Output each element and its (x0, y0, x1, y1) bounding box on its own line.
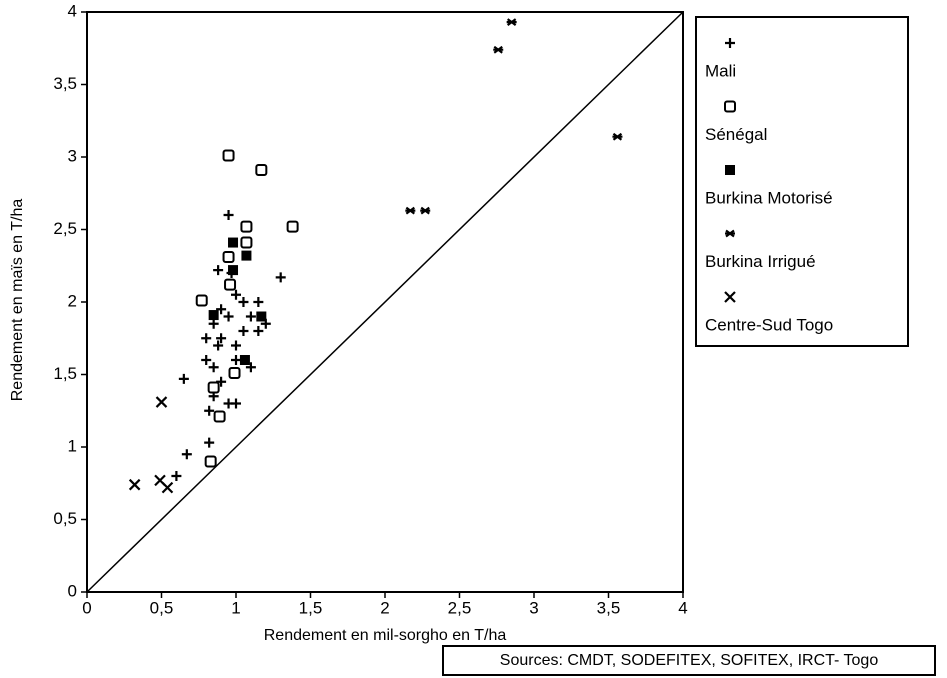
marker (240, 236, 253, 249)
marker (231, 340, 241, 351)
y-axis-label: Rendement en maïs en T/ha (9, 199, 26, 402)
marker (208, 310, 219, 321)
marker (238, 326, 249, 336)
marker (213, 410, 226, 423)
marker (181, 449, 192, 460)
y-tick-label: 0 (68, 581, 77, 600)
marker (208, 318, 219, 329)
marker (256, 311, 267, 322)
legend-label: Sénégal (705, 125, 767, 144)
marker (228, 265, 239, 276)
marker (493, 45, 504, 54)
y-tick-label: 0,5 (53, 509, 77, 528)
marker (231, 398, 241, 409)
marker (231, 355, 241, 365)
marker (405, 206, 416, 215)
legend-label: Mali (705, 61, 736, 80)
marker (222, 149, 235, 162)
legend-box (695, 16, 909, 347)
marker (612, 132, 623, 141)
legend-marker (725, 165, 735, 175)
marker (420, 206, 431, 215)
marker (253, 326, 264, 336)
x-tick-label: 1,5 (299, 598, 323, 617)
marker (201, 333, 212, 344)
y-tick-label: 2,5 (53, 219, 77, 238)
y-tick-label: 2 (68, 291, 77, 310)
y-tick-label: 1 (68, 436, 77, 455)
marker (239, 355, 250, 365)
marker (161, 481, 174, 494)
legend-label: Burkina Irrigué (705, 252, 816, 271)
x-tick-label: 2 (380, 598, 389, 617)
marker (213, 340, 224, 351)
marker (255, 164, 268, 177)
y-tick-label: 1,5 (53, 364, 77, 383)
marker (245, 362, 256, 373)
x-tick-label: 2,5 (448, 598, 472, 617)
legend-label: Centre-Sud Togo (705, 315, 833, 334)
x-tick-label: 0 (82, 598, 91, 617)
marker (222, 251, 235, 264)
x-axis-label: Rendement en mil-sorgho en T/ha (264, 627, 507, 644)
marker (506, 18, 517, 27)
marker (238, 297, 249, 307)
marker (223, 210, 234, 220)
marker (171, 471, 182, 481)
legend-marker (725, 229, 735, 238)
source-box (442, 645, 936, 676)
x-tick-label: 3 (529, 598, 538, 617)
source: Sources: CMDT, SODEFITEX, SOFITEX, IRCT-… (500, 652, 879, 669)
marker (275, 272, 286, 283)
marker (204, 437, 215, 448)
marker (216, 333, 227, 344)
marker (245, 311, 256, 322)
marker (195, 294, 208, 307)
marker (207, 381, 220, 394)
identity-line (86, 11, 684, 593)
y-tick-label: 3,5 (53, 74, 77, 93)
x-tick-label: 3,5 (597, 598, 621, 617)
marker (216, 304, 227, 315)
x-tick-label: 1 (231, 598, 240, 617)
marker (231, 289, 241, 300)
marker (228, 237, 239, 248)
marker (286, 220, 299, 233)
y-tick-label: 3 (68, 146, 77, 165)
marker (224, 278, 237, 291)
marker (228, 367, 241, 380)
marker (208, 362, 219, 373)
marker (240, 220, 253, 233)
legend-marker (725, 38, 735, 48)
marker (223, 311, 234, 322)
marker (155, 396, 168, 408)
legend-label: Burkina Motorisé (705, 188, 833, 207)
marker (241, 250, 252, 261)
legend-marker (724, 100, 736, 113)
marker (201, 355, 212, 365)
x-tick-label: 0,5 (150, 598, 174, 617)
legend-marker (724, 291, 736, 303)
marker (178, 373, 189, 384)
marker (253, 297, 264, 307)
y-tick-label: 4 (68, 1, 77, 20)
marker (213, 265, 224, 276)
marker (204, 455, 217, 468)
marker (128, 478, 141, 491)
x-tick-label: 4 (678, 598, 687, 617)
marker (204, 405, 215, 416)
